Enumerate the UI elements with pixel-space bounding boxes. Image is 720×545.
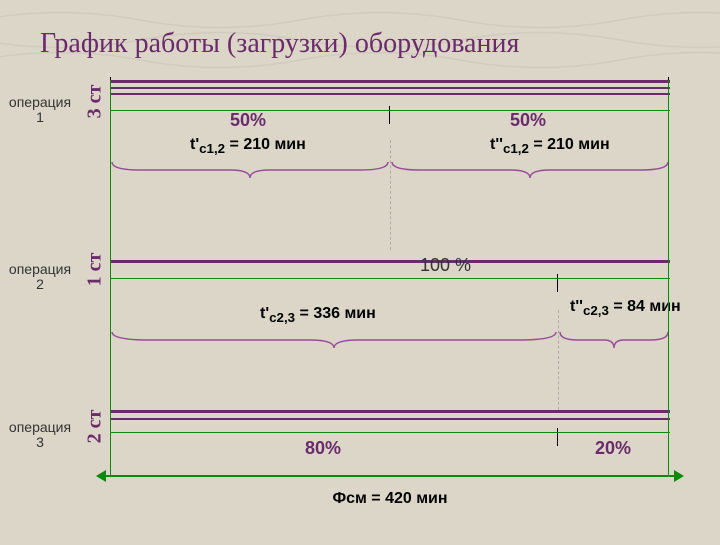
op2-base <box>110 278 670 279</box>
op1-pct-right: 50% <box>510 110 546 131</box>
op3-pct-left: 80% <box>305 438 341 459</box>
op1-base <box>110 110 670 111</box>
total-axis <box>102 475 678 477</box>
op2-tick-m <box>557 274 558 292</box>
op1-brace-l <box>110 160 390 178</box>
arrow-r <box>674 470 684 482</box>
op2-st: 1 ст <box>83 253 106 287</box>
op1-dash <box>390 140 391 250</box>
op2-brace-l <box>110 330 558 348</box>
op3-label: операция 3 <box>5 420 75 451</box>
op3-base <box>110 432 670 433</box>
op1-tick-m <box>389 106 390 124</box>
op3-line1 <box>110 410 670 413</box>
op2-pct: 100 % <box>420 255 471 276</box>
page-title: График работы (загрузки) оборудования <box>40 28 700 60</box>
op2-t-left: t'с2,3 = 336 мин <box>260 305 376 325</box>
op2-line <box>110 260 670 263</box>
op1-pct-left: 50% <box>230 110 266 131</box>
op1-line1 <box>110 80 670 83</box>
op1-t-left: t'с1,2 = 210 мин <box>190 136 306 156</box>
op3-line2 <box>110 418 670 420</box>
op3-tick-m <box>557 428 558 446</box>
op3-st: 2 ст <box>83 410 106 444</box>
left-axis <box>110 80 111 475</box>
op1-line2 <box>110 87 670 89</box>
op2-t-right: t''с2,3 = 84 мин <box>570 298 681 318</box>
chart-area: 50% 50% t'с1,2 = 210 мин t''с1,2 = 210 м… <box>110 80 670 500</box>
op2-dash <box>558 310 559 410</box>
arrow-l <box>96 470 106 482</box>
op3-pct-right: 20% <box>595 438 631 459</box>
op1-label: операция 1 <box>5 95 75 126</box>
op1-t-right: t''с1,2 = 210 мин <box>490 136 610 156</box>
op2-label: операция 2 <box>5 262 75 293</box>
right-axis <box>668 80 669 475</box>
op2-brace-r <box>558 330 670 348</box>
bottom-formula: Фсм = 420 мин <box>110 490 670 508</box>
op1-line3 <box>110 93 670 95</box>
op1-st: 3 ст <box>83 85 106 119</box>
op1-brace-r <box>390 160 670 178</box>
